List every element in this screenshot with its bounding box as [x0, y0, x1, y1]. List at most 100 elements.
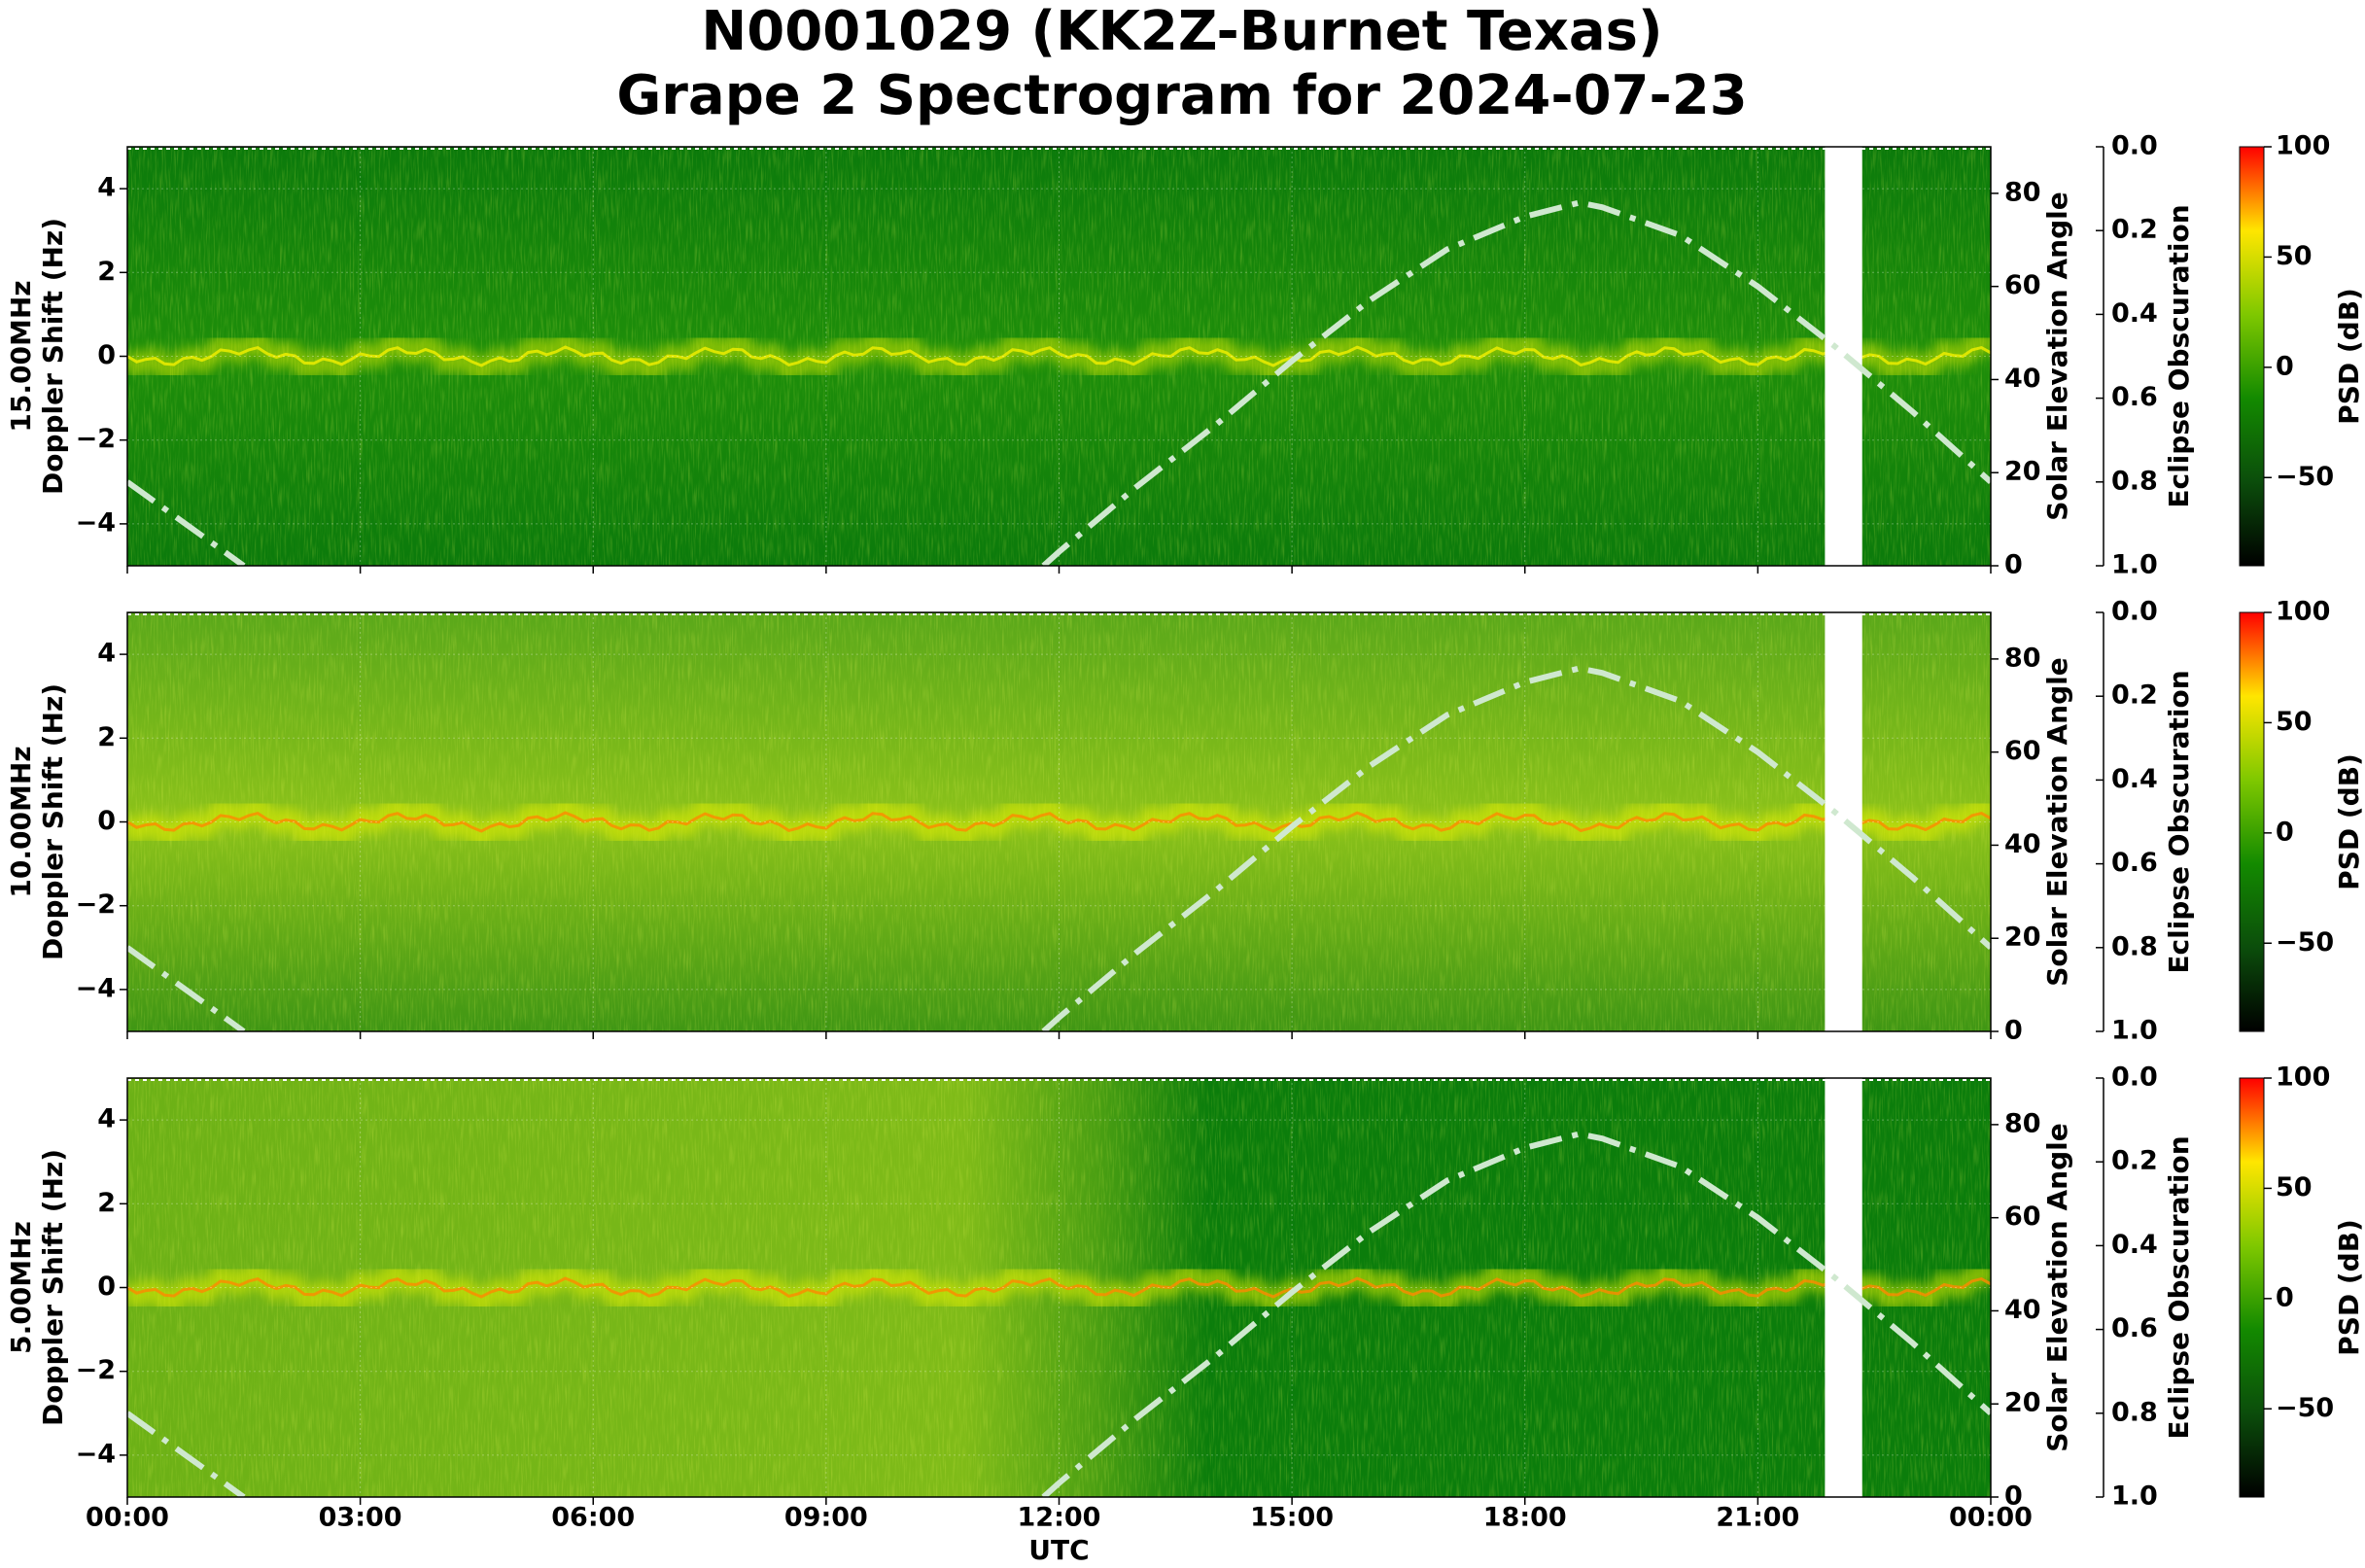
eclipse-tick-label: 0.4	[2111, 298, 2158, 329]
plot-frame	[126, 611, 1992, 1032]
y-axis-label: Doppler Shift (Hz)	[37, 1149, 69, 1426]
y2-tick-label: 40	[2004, 1295, 2041, 1325]
carrier	[127, 1276, 1991, 1299]
eclipse-tick-label: 0.2	[2111, 1146, 2158, 1176]
y-tick-label: 0	[97, 806, 116, 836]
colorbar	[2239, 611, 2265, 1032]
colorbar-tick-label: −50	[2276, 927, 2334, 958]
colorbar-tick-label: 0	[2276, 817, 2294, 847]
y-tick-label: −2	[76, 1355, 116, 1385]
y-tick-label: 0	[97, 1272, 116, 1302]
eclipse-tick-label: 0.0	[2111, 1063, 2158, 1093]
y2-tick-label: 0	[2004, 550, 2023, 580]
title: Grape 2 Spectrogram for 2024-07-23	[616, 64, 1747, 127]
band-label: 5.00MHz	[5, 1221, 37, 1354]
y-axis-label: Doppler Shift (Hz)	[37, 218, 69, 495]
y-tick-label: 2	[97, 1188, 116, 1218]
y2-tick-label: 0	[2004, 1016, 2023, 1046]
colorbar-tick-label: 50	[2276, 241, 2313, 271]
y2-axis-label: Solar Elevation Angle	[2041, 657, 2073, 986]
x-tick-label: 03:00	[319, 1503, 402, 1533]
eclipse-tick-label: 0.0	[2111, 131, 2158, 161]
carrier	[127, 345, 1991, 367]
eclipse-tick-label: 1.0	[2111, 550, 2158, 580]
y-tick-label: 2	[97, 257, 116, 287]
y2-tick-label: 80	[2004, 1108, 2041, 1138]
colorbar-label: PSD (dB)	[2333, 753, 2365, 890]
y2-tick-label: 40	[2004, 829, 2041, 859]
x-axis-label: UTC	[1028, 1534, 1089, 1566]
eclipse-tick-label: 0.2	[2111, 680, 2158, 711]
colorbar-tick-label: 50	[2276, 707, 2313, 737]
eclipse-axis-label: Eclipse Obscuration	[2163, 204, 2195, 507]
y2-tick-label: 80	[2004, 177, 2041, 207]
eclipse-tick-label: 0.0	[2111, 597, 2158, 627]
eclipse-tick-label: 0.4	[2111, 1230, 2158, 1260]
colorbar	[2239, 146, 2265, 567]
eclipse-tick-label: 1.0	[2111, 1016, 2158, 1046]
band-label: 15.00MHz	[5, 280, 37, 432]
y2-tick-label: 20	[2004, 923, 2041, 953]
eclipse-tick-label: 0.2	[2111, 215, 2158, 245]
data-gap	[1825, 612, 1862, 1031]
colorbar-tick-label: 100	[2276, 131, 2330, 161]
solar-elevation-line	[127, 199, 1991, 566]
y2-axis-label: Solar Elevation Angle	[2041, 1123, 2073, 1451]
eclipse-tick-label: 0.6	[2111, 1313, 2158, 1343]
y-tick-label: 2	[97, 722, 116, 752]
y-axis-label: Doppler Shift (Hz)	[37, 683, 69, 960]
data-gap	[1825, 147, 1862, 566]
eclipse-tick-label: 1.0	[2111, 1481, 2158, 1512]
eclipse-tick-label: 0.8	[2111, 1397, 2158, 1427]
y-tick-label: −4	[76, 1439, 116, 1469]
colorbar-tick-label: −50	[2276, 1393, 2334, 1423]
data-gap	[1825, 1078, 1862, 1497]
y-tick-label: −4	[76, 973, 116, 1003]
y-tick-label: 4	[97, 173, 116, 203]
y2-tick-label: 60	[2004, 270, 2041, 300]
eclipse-tick-label: 0.6	[2111, 848, 2158, 878]
panel: −4 −2 0 2 4 15.00MHz Doppler Shift (Hz) 0 20 40 60…	[5, 131, 2365, 580]
plot-frame	[126, 146, 1992, 567]
x-tick-label: 06:00	[551, 1503, 635, 1533]
x-tick-label: 12:00	[1018, 1503, 1101, 1533]
colorbar-tick-label: 50	[2276, 1172, 2313, 1202]
colorbar-tick-label: 100	[2276, 597, 2330, 627]
x-tick-label: 15:00	[1250, 1503, 1334, 1533]
y2-axis-label: Solar Elevation Angle	[2041, 192, 2073, 520]
eclipse-tick-label: 0.6	[2111, 382, 2158, 412]
y-tick-label: 0	[97, 340, 116, 370]
title: N0001029 (KK2Z-Burnet Texas)	[701, 0, 1662, 63]
x-tick-label: 21:00	[1716, 1503, 1799, 1533]
eclipse-tick-label: 0.8	[2111, 466, 2158, 496]
band-label: 10.00MHz	[5, 746, 37, 897]
y2-tick-label: 60	[2004, 1202, 2041, 1232]
x-tick-label: 00:00	[86, 1503, 169, 1533]
y2-tick-label: 20	[2004, 457, 2041, 487]
colorbar-tick-label: 0	[2276, 351, 2294, 381]
x-tick-label: 00:00	[1949, 1503, 2033, 1533]
y2-tick-label: 80	[2004, 643, 2041, 673]
y2-tick-label: 40	[2004, 364, 2041, 394]
y-tick-label: −4	[76, 507, 116, 538]
y-tick-label: −2	[76, 424, 116, 454]
eclipse-tick-label: 0.4	[2111, 764, 2158, 794]
y-tick-label: 4	[97, 1104, 116, 1134]
solar-elevation-line	[127, 1131, 1991, 1497]
eclipse-axis-label: Eclipse Obscuration	[2163, 670, 2195, 973]
eclipse-tick-label: 0.8	[2111, 931, 2158, 961]
plot-frame	[126, 1077, 1992, 1498]
carrier	[127, 811, 1991, 833]
colorbar-tick-label: 0	[2276, 1282, 2294, 1312]
colorbar-label: PSD (dB)	[2333, 1219, 2365, 1356]
panel: 00:00 03:00 06:00 09:00 12:00 15:00 18:00 21:00…	[5, 1063, 2365, 1533]
y-tick-label: −2	[76, 889, 116, 920]
solar-elevation-line	[127, 665, 1991, 1031]
x-tick-label: 18:00	[1483, 1503, 1567, 1533]
colorbar-label: PSD (dB)	[2333, 288, 2365, 425]
panel: −4 −2 0 2 4 10.00MHz Doppler Shift (Hz) 0 20 40 60…	[5, 597, 2365, 1046]
eclipse-axis-label: Eclipse Obscuration	[2163, 1135, 2195, 1439]
y2-tick-label: 20	[2004, 1388, 2041, 1418]
x-tick-label: 09:00	[784, 1503, 868, 1533]
